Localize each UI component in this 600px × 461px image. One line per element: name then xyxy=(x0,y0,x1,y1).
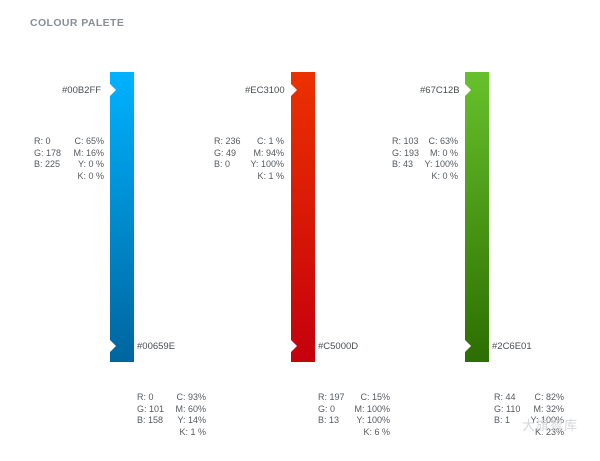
notch-marker xyxy=(291,340,297,352)
notch-marker xyxy=(465,84,471,96)
cmyk-values-bottom: C: 93% M: 60% Y: 14% K: 1 % xyxy=(175,392,206,437)
notch-marker xyxy=(110,84,116,96)
rgb-values-top: R: 236 G: 49 B: 0 xyxy=(214,136,241,169)
hex-code-bottom: #2C6E01 xyxy=(492,341,532,352)
rgb-values-bottom: R: 44 G: 110 B: 1 xyxy=(494,392,521,425)
notch-marker xyxy=(465,340,471,352)
color-bar-red xyxy=(291,72,315,362)
color-bar-green xyxy=(465,72,489,362)
cmyk-values-bottom: C: 15% M: 100% Y: 100% K: 6 % xyxy=(354,392,390,437)
notch-marker xyxy=(291,84,297,96)
hex-code-bottom: #00659E xyxy=(137,341,176,352)
rgb-values-bottom: R: 197 G: 0 B: 13 xyxy=(318,392,345,425)
cmyk-values-bottom: C: 82% M: 32% Y: 100% K: 23% xyxy=(530,392,564,437)
rgb-values-bottom: R: 0 G: 101 B: 158 xyxy=(137,392,165,425)
watermark: 大旗智库 xyxy=(521,418,578,433)
hex-code-bottom: #C5000D xyxy=(318,341,359,352)
color-bar-blue xyxy=(110,72,134,362)
hex-code-top: #00B2FF xyxy=(62,85,102,96)
rgb-values-top: R: 103 G: 193 B: 43 xyxy=(392,136,420,169)
rgb-values-top: R: 0 G: 178 B: 225 xyxy=(34,136,62,169)
cmyk-values-top: C: 65% M: 16% Y: 0 % K: 0 % xyxy=(73,136,104,181)
hex-code-top: #67C12B xyxy=(420,85,460,96)
cmyk-values-top: C: 63% M: 0 % Y: 100% K: 0 % xyxy=(424,136,458,181)
notch-marker xyxy=(110,340,116,352)
cmyk-values-top: C: 1 % M: 94% Y: 100% K: 1 % xyxy=(250,136,284,181)
page-title: COLOUR PALETE xyxy=(30,17,125,29)
hex-code-top: #EC3100 xyxy=(245,85,285,96)
